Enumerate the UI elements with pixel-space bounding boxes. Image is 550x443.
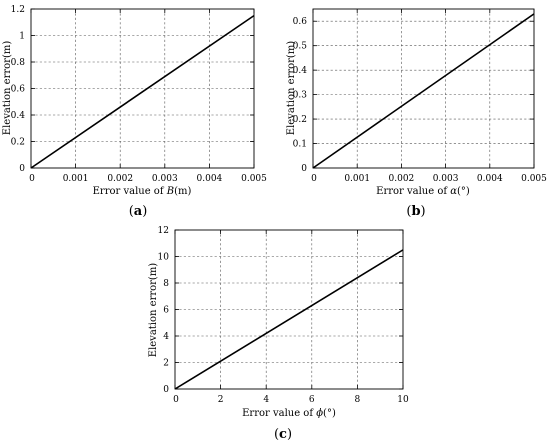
x-tick-label: 0 <box>173 395 179 405</box>
x-tick-label: 10 <box>397 395 409 405</box>
series-line <box>312 13 535 169</box>
y-tick-label: 0.2 <box>11 138 25 148</box>
x-tick-label: 0.001 <box>63 174 89 184</box>
x-axis-label: Error value of α(°) <box>376 186 470 197</box>
y-tick-label: 0.4 <box>293 66 308 76</box>
y-tick-label: 0 <box>163 385 169 395</box>
x-tick-label: 0 <box>29 174 35 184</box>
panel-label: (b) <box>406 204 425 219</box>
y-tick-label: 6 <box>163 306 169 316</box>
x-tick-label: 0 <box>311 174 317 184</box>
y-tick-label: 0.4 <box>11 111 26 121</box>
y-axis-label: Elevation error(m) <box>286 41 297 136</box>
y-tick-label: 1.2 <box>11 5 25 15</box>
x-tick-label: 0.005 <box>521 174 547 184</box>
chart-panel-2: 0 0.001 0.002 0.003 0.004 0.005 0 0.1 0.2 0.3 0.4 0… <box>286 8 547 219</box>
x-tick-label: 0.003 <box>152 174 178 184</box>
chart-panel-3: 0 2 4 6 8 10 0 2 4 6 8 10 12 Elevation error(m) Error … <box>148 226 409 442</box>
x-tick-label: 6 <box>309 395 315 405</box>
y-tick-label: 0.6 <box>11 85 26 95</box>
x-tick-label: 0.004 <box>197 174 223 184</box>
y-tick-label: 0.6 <box>293 17 308 27</box>
y-tick-label: 0.3 <box>293 91 308 101</box>
series-line <box>30 14 255 169</box>
plot-frame <box>312 8 535 169</box>
y-tick-label: 0.2 <box>293 115 307 125</box>
y-tick-label: 0 <box>19 164 25 174</box>
x-tick-label: 0.003 <box>433 174 459 184</box>
y-tick-label: 0.1 <box>293 140 307 150</box>
y-tick-label: 0.5 <box>293 42 308 52</box>
chart-panel-1: 0 0.001 0.002 0.003 0.004 0.005 0 0.2 0.4 0.6 0.8 1… <box>2 5 267 219</box>
x-tick-label: 0.001 <box>344 174 370 184</box>
y-tick-label: 1 <box>19 32 25 42</box>
panel-label: (c) <box>274 427 292 442</box>
series-line <box>174 249 404 390</box>
x-tick-label: 0.002 <box>389 174 415 184</box>
x-tick-label: 4 <box>263 395 269 405</box>
y-tick-label: 0.8 <box>11 58 26 68</box>
x-tick-label: 0.002 <box>107 174 133 184</box>
x-axis-label: Error value of ϕ(°) <box>242 408 336 419</box>
x-tick-label: 2 <box>218 395 224 405</box>
x-tick-label: 0.004 <box>477 174 503 184</box>
y-tick-label: 0 <box>301 164 307 174</box>
x-axis-label: Error value of B(m) <box>93 186 192 197</box>
panel-label: (a) <box>129 204 148 219</box>
y-axis-label: Elevation error(m) <box>148 263 159 358</box>
y-axis-label: Elevation error(m) <box>2 41 13 136</box>
x-tick-label: 8 <box>355 395 361 405</box>
y-tick-label: 4 <box>163 332 169 342</box>
y-tick-label: 12 <box>158 226 169 236</box>
x-tick-label: 0.005 <box>241 174 267 184</box>
y-tick-label: 8 <box>163 279 169 289</box>
y-tick-label: 2 <box>163 359 169 369</box>
y-tick-label: 10 <box>158 253 170 263</box>
